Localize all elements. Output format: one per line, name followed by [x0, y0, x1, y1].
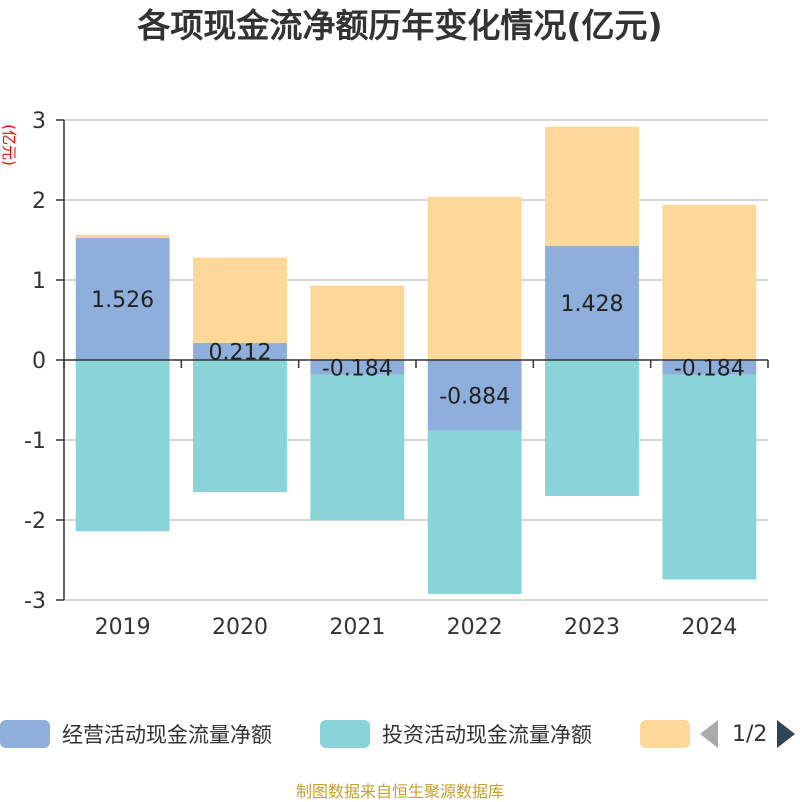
x-tick-label: 2019 [95, 615, 151, 640]
bar-series2-2021[interactable] [310, 285, 405, 360]
data-source-note: 制图数据来自恒生聚源数据库 [295, 782, 504, 801]
bar-data-label: 0.212 [209, 341, 272, 366]
bar-series0-2021[interactable] [310, 360, 405, 375]
bar-series0-2020[interactable] [193, 343, 287, 360]
legend-pager: 1/2 [700, 714, 796, 754]
y-tick-label: -2 [24, 509, 46, 534]
bar-series2-2019[interactable] [75, 234, 170, 238]
bar-data-label: 1.428 [561, 292, 624, 317]
chart-title: 各项现金流净额历年变化情况(亿元) [137, 6, 663, 45]
bar-series1-2024[interactable] [662, 374, 757, 580]
bar-series0-2024[interactable] [662, 360, 757, 375]
bars [75, 126, 757, 594]
bar-chart: 3 2 1 0 -1 -2 -3 2019 2020 2021 2022 2023 2024 1.526… [0, 109, 769, 640]
prev-page-icon[interactable] [700, 720, 718, 748]
bar-series0-2023[interactable] [545, 245, 639, 360]
y-tick-label: 1 [32, 269, 46, 294]
legend-item-operating[interactable]: 经营活动现金流量净额 [0, 714, 272, 754]
bar-data-label: -0.184 [674, 356, 745, 381]
bar-data-label: 1.526 [91, 288, 154, 313]
bar-series1-2019[interactable] [75, 360, 170, 532]
legend-swatch-third [640, 720, 690, 748]
legend-page-indicator: 1/2 [732, 721, 768, 747]
legend-swatch-operating [0, 720, 50, 748]
bar-series1-2020[interactable] [193, 360, 287, 492]
legend-item-third[interactable] [640, 714, 690, 754]
bar-series1-2021[interactable] [310, 374, 405, 521]
x-tick-label: 2021 [329, 615, 385, 640]
x-tick-label: 2023 [564, 615, 620, 640]
legend-item-investing[interactable]: 投资活动现金流量净额 [320, 714, 592, 754]
axes: 3 2 1 0 -1 -2 -3 2019 2020 2021 2022 2023 2024 [24, 109, 769, 640]
bar-series0-2022[interactable] [427, 360, 522, 431]
x-tick-label: 2020 [212, 615, 268, 640]
bar-series2-2020[interactable] [193, 257, 287, 344]
y-tick-label: -1 [24, 429, 46, 454]
y-tick-label: -3 [24, 589, 46, 614]
data-labels: 1.526 0.212 -0.184 -0.884 1.428 -0.184 [91, 288, 745, 409]
next-page-icon[interactable] [777, 720, 796, 748]
bar-data-label: -0.184 [322, 356, 393, 381]
legend-swatch-investing [320, 720, 370, 748]
y-tick-label: 3 [32, 109, 46, 134]
legend-label-investing: 投资活动现金流量净额 [382, 723, 592, 747]
legend: 经营活动现金流量净额 投资活动现金流量净额 1/2 [0, 714, 800, 754]
bar-data-label: -0.884 [439, 384, 510, 409]
y-tick-label: 0 [32, 349, 46, 374]
legend-label-operating: 经营活动现金流量净额 [62, 723, 272, 747]
bar-series1-2022[interactable] [427, 430, 522, 594]
x-tick-label: 2024 [681, 615, 737, 640]
bar-series2-2024[interactable] [662, 204, 757, 360]
y-axis-label: (亿元) [0, 124, 18, 166]
bar-series0-2019[interactable] [75, 237, 170, 360]
bar-series2-2022[interactable] [427, 196, 522, 360]
bar-series2-2023[interactable] [545, 126, 639, 246]
grid-lines [64, 119, 768, 601]
y-tick-label: 2 [32, 189, 46, 214]
x-tick-label: 2022 [447, 615, 503, 640]
bar-series1-2023[interactable] [545, 360, 639, 496]
